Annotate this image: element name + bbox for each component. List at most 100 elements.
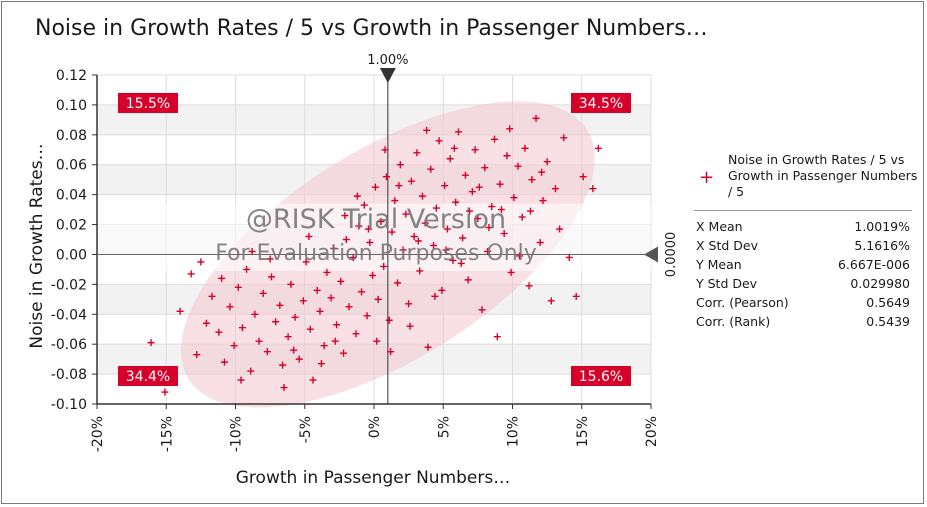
scatter-point bbox=[193, 351, 201, 359]
scatter-point bbox=[406, 322, 414, 330]
scatter-point bbox=[147, 339, 155, 347]
stat-value: 5.1616% bbox=[854, 238, 910, 253]
quadrant-top-right: 34.5% bbox=[571, 93, 631, 113]
scatter-point bbox=[248, 247, 256, 255]
crosshair-y-handle-icon bbox=[644, 246, 658, 263]
scatter-point bbox=[341, 212, 349, 220]
scatter-point bbox=[187, 270, 195, 278]
scatter-point bbox=[259, 289, 267, 297]
scatter-point bbox=[220, 358, 228, 366]
scatter-point bbox=[243, 265, 251, 273]
scatter-point bbox=[464, 276, 472, 284]
scatter-point bbox=[438, 286, 446, 294]
scatter-point bbox=[579, 173, 587, 181]
quadrant-label-text: 34.5% bbox=[579, 96, 623, 112]
scatter-point bbox=[454, 128, 462, 136]
scatter-point bbox=[396, 161, 404, 169]
scatter-point bbox=[432, 204, 440, 212]
scatter-point bbox=[475, 183, 483, 191]
scatter-point bbox=[496, 180, 504, 188]
scatter-point bbox=[237, 376, 245, 384]
scatter-point bbox=[284, 333, 292, 341]
scatter-point bbox=[457, 259, 465, 267]
scatter-point bbox=[382, 173, 390, 181]
stat-label: X Std Dev bbox=[696, 238, 758, 253]
scatter-point bbox=[500, 230, 508, 238]
y-tick-label: 0.10 bbox=[56, 98, 87, 114]
scatter-point bbox=[333, 321, 341, 329]
scatter-point bbox=[276, 301, 284, 309]
scatter-point bbox=[374, 295, 382, 303]
scatter-point bbox=[345, 303, 353, 311]
watermark-band bbox=[97, 203, 651, 271]
scatter-point bbox=[251, 310, 259, 318]
scatter-point bbox=[313, 286, 321, 294]
scatter-point bbox=[510, 194, 518, 202]
stat-row-corr-pearson: Corr. (Pearson) 0.5649 bbox=[696, 293, 910, 312]
scatter-point bbox=[385, 316, 393, 324]
stat-value: 6.667E-006 bbox=[837, 257, 910, 272]
scatter-point bbox=[327, 294, 335, 302]
scatter-point bbox=[594, 144, 602, 152]
scatter-point bbox=[363, 312, 371, 320]
stat-row-x-std-dev: X Std Dev 5.1616% bbox=[696, 236, 910, 255]
scatter-point bbox=[331, 337, 339, 345]
scatter-point bbox=[272, 318, 280, 326]
scatter-point bbox=[572, 292, 580, 300]
scatter-point bbox=[263, 348, 271, 356]
scatter-point bbox=[317, 360, 325, 368]
crosshair-x-handle-icon bbox=[379, 68, 396, 83]
chart-title: Noise in Growth Rates / 5 vs Growth in P… bbox=[35, 16, 708, 41]
scatter-point bbox=[414, 237, 422, 245]
scatter-point bbox=[218, 274, 226, 282]
scatter-point bbox=[268, 273, 276, 281]
scatter-point bbox=[208, 292, 216, 300]
scatter-point bbox=[547, 297, 555, 305]
scatter-point bbox=[215, 328, 223, 336]
y-tick-label: 0.02 bbox=[56, 218, 87, 234]
scatter-point bbox=[226, 303, 234, 311]
scatter-point bbox=[446, 155, 454, 163]
quadrant-bottom-right: 15.6% bbox=[571, 366, 631, 386]
scatter-point bbox=[337, 277, 345, 285]
stat-value: 0.029980 bbox=[850, 276, 910, 291]
scatter-point bbox=[405, 300, 413, 308]
y-tick-label: 0.00 bbox=[56, 247, 87, 263]
scatter-point bbox=[380, 262, 388, 270]
scatter-point bbox=[290, 346, 298, 354]
y-axis-label: Noise in Growth Rates… bbox=[27, 143, 47, 349]
y-tick-label: 0.04 bbox=[56, 188, 87, 204]
scatter-point bbox=[471, 146, 479, 154]
scatter-point bbox=[197, 258, 205, 266]
scatter-point bbox=[413, 149, 421, 157]
y-tick-label: 0.08 bbox=[56, 128, 87, 144]
scatter-point bbox=[234, 283, 242, 291]
scatter-point bbox=[391, 197, 399, 205]
stat-value: 1.0019% bbox=[854, 219, 910, 234]
scatter-point bbox=[306, 325, 314, 333]
x-tick-label: -15% bbox=[159, 416, 175, 452]
x-axis-label: Growth in Passenger Numbers… bbox=[235, 468, 511, 488]
scatter-point bbox=[589, 185, 597, 193]
scatter-point bbox=[560, 134, 568, 142]
scatter-point bbox=[466, 207, 474, 215]
scatter-point bbox=[387, 348, 395, 356]
crosshair-y-label: 0.0000 bbox=[664, 232, 679, 277]
scatter-point bbox=[316, 307, 324, 315]
scatter-point bbox=[352, 330, 360, 338]
scatter-point bbox=[565, 253, 573, 261]
crosshair-x-label: 1.00% bbox=[367, 53, 408, 68]
scatter-point bbox=[468, 188, 476, 196]
quadrant-bottom-left: 34.4% bbox=[118, 366, 178, 386]
scatter-point bbox=[543, 158, 551, 166]
scatter-point bbox=[497, 206, 505, 214]
scatter-point bbox=[430, 241, 438, 249]
scatter-point bbox=[373, 337, 381, 345]
scatter-point bbox=[291, 313, 299, 321]
scatter-point bbox=[266, 255, 274, 263]
scatter-point bbox=[388, 228, 396, 236]
scatter-point bbox=[493, 333, 501, 341]
scatter-point bbox=[503, 152, 511, 160]
stat-row-x-mean: X Mean 1.0019% bbox=[696, 217, 910, 236]
